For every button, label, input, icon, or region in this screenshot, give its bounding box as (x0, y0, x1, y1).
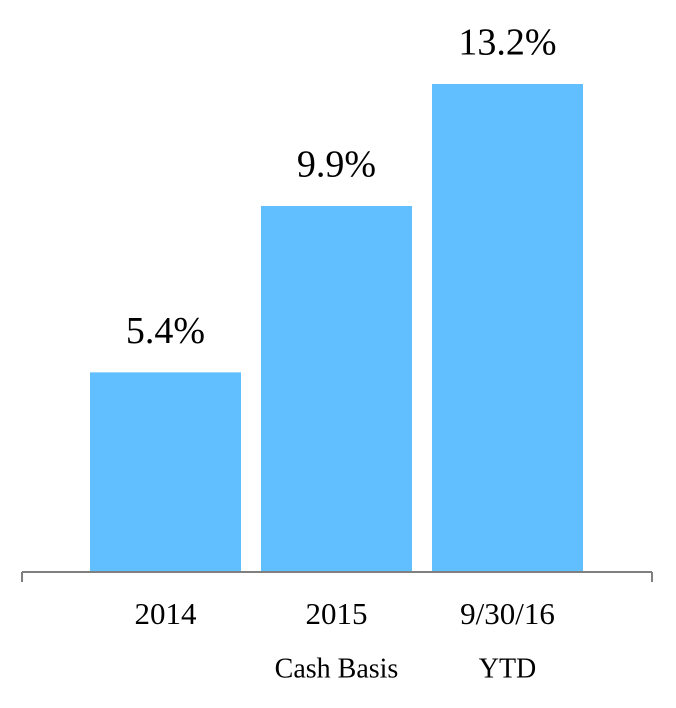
x-tick-sublabel: Cash Basis (275, 653, 399, 684)
bar (432, 84, 583, 572)
bar (90, 372, 241, 572)
x-tick-label: 9/30/16 (460, 596, 555, 631)
bar (261, 206, 412, 572)
value-label: 9.9% (297, 144, 376, 186)
value-label: 13.2% (458, 22, 556, 64)
value-label: 5.4% (126, 310, 205, 352)
x-axis (21, 571, 653, 582)
x-tick-label: 2015 (306, 596, 368, 631)
x-tick-sublabel: YTD (479, 653, 537, 684)
x-tick-label: 2014 (135, 596, 198, 631)
